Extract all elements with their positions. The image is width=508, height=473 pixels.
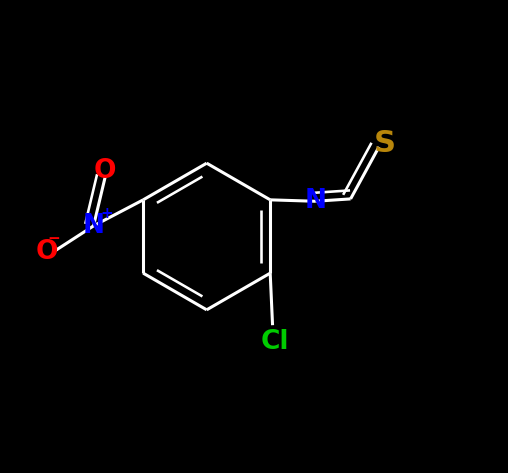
- Text: +: +: [101, 206, 113, 221]
- Text: −: −: [47, 231, 60, 246]
- Text: Cl: Cl: [261, 329, 289, 355]
- Text: N: N: [82, 213, 105, 239]
- Text: O: O: [94, 158, 117, 184]
- Text: S: S: [374, 129, 396, 158]
- Text: O: O: [36, 239, 58, 265]
- Text: N: N: [304, 188, 326, 214]
